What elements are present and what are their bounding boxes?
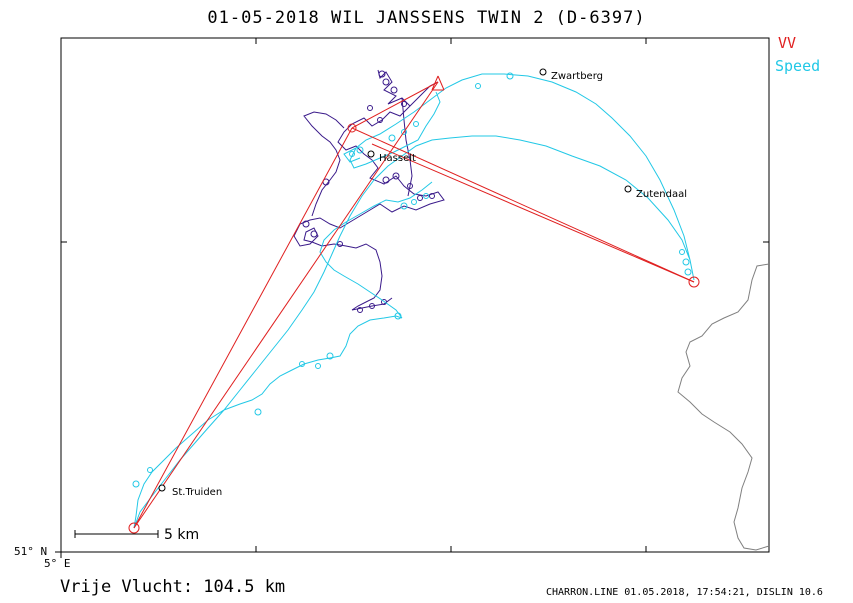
town-label-sttruiden: St.Truiden	[172, 487, 222, 498]
map-frame	[60, 37, 770, 553]
track-speed	[133, 73, 695, 529]
scale-bar	[74, 530, 159, 538]
town-label-zwartberg: Zwartberg	[551, 71, 603, 82]
legend-vv: VV	[778, 34, 797, 52]
turn-point	[688, 276, 700, 288]
map-title: 01-05-2018 WIL JANSSENS TWIN 2 (D-6397)	[207, 8, 646, 28]
town-label-zutendaal: Zutendaal	[636, 189, 687, 200]
scale-bar-label: 5 km	[164, 527, 199, 543]
town-marker-zwartberg	[539, 68, 547, 76]
vv-thermal-loops	[302, 70, 435, 313]
country-border	[677, 263, 770, 551]
latitude-label: 51° N	[14, 545, 48, 558]
footer-info: CHARRON.LINE 01.05.2018, 17:54:21, DISLI…	[546, 587, 823, 598]
track-vv	[293, 69, 445, 311]
town-marker-zutendaal	[624, 185, 632, 193]
speed-thermal-loops	[132, 72, 692, 488]
town-marker-sttruiden	[158, 484, 166, 492]
task-lines	[133, 75, 695, 529]
longitude-label: 5° E	[44, 557, 71, 570]
axis-ticks	[55, 38, 769, 558]
town-label-hasselt: Hasselt	[379, 153, 416, 164]
distance-label: Vrije Vlucht: 104.5 km	[60, 577, 286, 597]
town-marker-hasselt	[367, 150, 375, 158]
start-point	[128, 522, 140, 534]
turn-point-north	[347, 123, 357, 133]
legend-speed: Speed	[775, 57, 821, 75]
